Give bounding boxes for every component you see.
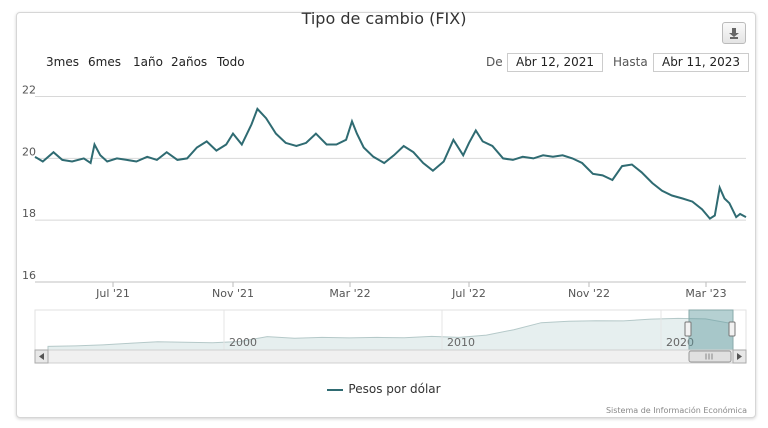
legend-label: Pesos por dólar: [348, 382, 441, 396]
to-date-label: Hasta: [613, 55, 648, 69]
range-button-todo[interactable]: Todo: [217, 55, 245, 69]
to-date-input[interactable]: Abr 11, 2023: [653, 53, 749, 72]
legend[interactable]: Pesos por dólar: [0, 382, 768, 396]
scrollbar-track[interactable]: [34, 349, 747, 364]
navigator-series-area: [47, 317, 734, 351]
range-button-6mes[interactable]: 6mes: [88, 55, 121, 69]
y-tick-label: 16: [22, 269, 36, 282]
credits: Sistema de Información Económica: [605, 406, 747, 415]
navigator-handle-left[interactable]: [684, 321, 692, 337]
y-tick-label: 20: [22, 145, 36, 158]
range-button-1ano[interactable]: 1año: [133, 55, 163, 69]
navigator-tick-label: 2010: [447, 336, 475, 349]
y-tick-label: 18: [22, 207, 36, 220]
download-icon: [729, 28, 739, 39]
series-line-pesos-por-dolar: [34, 107, 747, 220]
scrollbar-grip-icon: [705, 353, 713, 360]
from-date-input[interactable]: Abr 12, 2021: [507, 53, 603, 72]
navigator-tick-label: 2000: [229, 336, 257, 349]
range-button-2anos[interactable]: 2años: [171, 55, 208, 69]
x-tick-label: Mar '22: [329, 287, 370, 300]
from-date-label: De: [486, 55, 503, 69]
export-button[interactable]: [722, 22, 746, 44]
x-tick-label: Mar '23: [685, 287, 726, 300]
scroll-left-arrow-icon: [39, 353, 44, 360]
x-tick-label: Nov '22: [568, 287, 610, 300]
scrollbar-thumb[interactable]: [688, 350, 732, 363]
y-tick-label: 22: [22, 84, 36, 97]
navigator-handle-right[interactable]: [728, 321, 736, 337]
x-tick-label: Jul '21: [95, 287, 130, 300]
scroll-right-arrow-icon: [737, 353, 742, 360]
chart-title: Tipo de cambio (FIX): [301, 9, 467, 28]
range-button-3mes[interactable]: 3mes: [46, 55, 79, 69]
x-tick-label: Jul '22: [451, 287, 486, 300]
legend-swatch: [327, 388, 344, 391]
x-tick-label: Nov '21: [212, 287, 254, 300]
navigator-selection[interactable]: [688, 309, 734, 351]
navigator-tick-label: 2020: [666, 336, 694, 349]
